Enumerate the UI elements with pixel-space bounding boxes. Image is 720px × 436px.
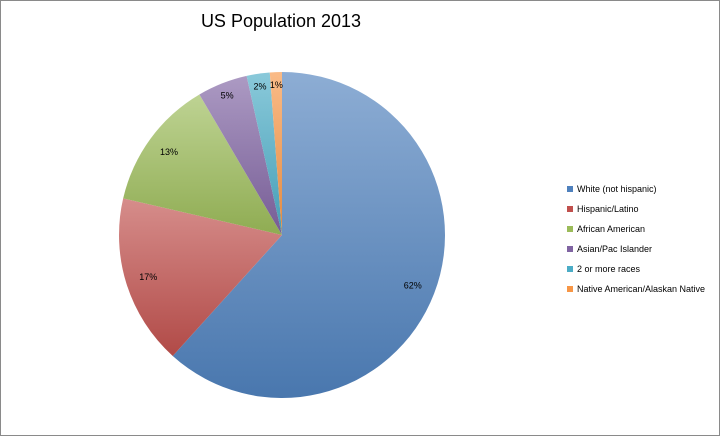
- data-label-5: 1%: [270, 80, 283, 90]
- pie-slice-1: [119, 198, 282, 356]
- legend-swatch-1: [567, 206, 573, 212]
- legend-label-5: Native American/Alaskan Native: [577, 284, 706, 294]
- legend-item-2: African American: [567, 219, 705, 239]
- legend-item-1: Hispanic/Latino: [567, 199, 705, 219]
- legend-label-4: 2 or more races: [577, 264, 641, 274]
- chart-legend: White (not hispanic) Hispanic/Latino Afric…: [567, 179, 705, 299]
- data-label-3: 5%: [221, 91, 234, 101]
- pie-slice-0: [172, 72, 445, 399]
- legend-item-0: White (not hispanic): [567, 179, 705, 199]
- data-label-1: 17%: [139, 272, 157, 282]
- legend-swatch-2: [567, 226, 573, 232]
- chart-title: US Population 2013: [200, 11, 362, 31]
- legend-swatch-5: [567, 286, 573, 292]
- legend-swatch-4: [567, 266, 573, 272]
- pie-slice-2: [123, 94, 282, 235]
- legend-item-5: Native American/Alaskan Native: [567, 279, 705, 299]
- legend-item-4: 2 or more races: [567, 259, 705, 279]
- data-label-0: 62%: [404, 280, 422, 290]
- pie-slice-4: [246, 72, 282, 236]
- legend-swatch-0: [567, 186, 573, 192]
- pie-chart: 62% 17% 13% 5% 2% 1%: [119, 72, 445, 399]
- legend-label-2: African American: [577, 224, 646, 234]
- data-label-4: 2%: [253, 82, 266, 92]
- legend-label-0: White (not hispanic): [577, 184, 657, 194]
- legend-item-3: Asian/Pac Islander: [567, 239, 705, 259]
- legend-swatch-3: [567, 246, 573, 252]
- legend-label-3: Asian/Pac Islander: [577, 244, 653, 254]
- data-label-2: 13%: [160, 147, 178, 157]
- legend-label-1: Hispanic/Latino: [577, 204, 639, 214]
- pie-slice-5: [269, 72, 282, 235]
- pie-slice-3: [199, 75, 282, 235]
